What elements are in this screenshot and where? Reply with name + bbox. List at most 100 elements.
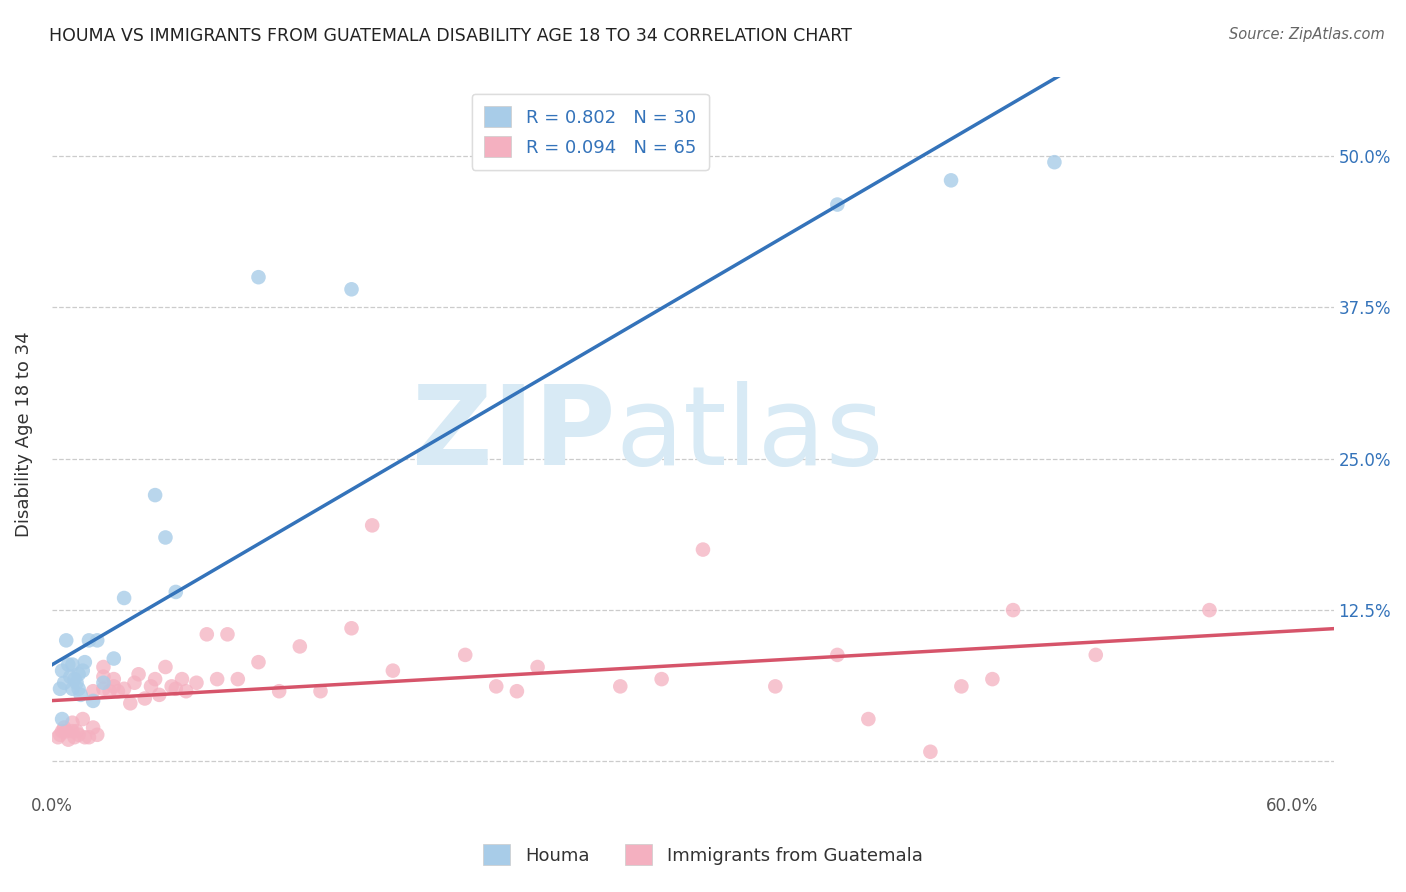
Point — [51, 664, 73, 678]
Point — [361, 518, 384, 533]
Point — [217, 627, 239, 641]
Point — [77, 730, 100, 744]
Point — [174, 684, 197, 698]
Point — [98, 684, 121, 698]
Y-axis label: Disability Age 18 to 34: Disability Age 18 to 34 — [15, 332, 32, 537]
Point — [651, 672, 673, 686]
Point — [205, 672, 228, 686]
Point — [53, 721, 76, 735]
Point — [112, 681, 135, 696]
Point — [124, 675, 146, 690]
Text: Source: ZipAtlas.com: Source: ZipAtlas.com — [1229, 27, 1385, 42]
Point — [128, 667, 150, 681]
Point — [73, 655, 96, 669]
Point — [72, 664, 94, 678]
Point — [226, 672, 249, 686]
Point — [692, 542, 714, 557]
Point — [920, 745, 942, 759]
Point — [195, 627, 218, 641]
Text: atlas: atlas — [616, 381, 884, 488]
Point — [93, 681, 115, 696]
Point — [82, 694, 104, 708]
Point — [49, 728, 72, 742]
Text: HOUMA VS IMMIGRANTS FROM GUATEMALA DISABILITY AGE 18 TO 34 CORRELATION CHART: HOUMA VS IMMIGRANTS FROM GUATEMALA DISAB… — [49, 27, 852, 45]
Point — [58, 657, 80, 672]
Point — [93, 670, 115, 684]
Point — [69, 688, 91, 702]
Point — [827, 648, 849, 662]
Point — [858, 712, 880, 726]
Point — [950, 679, 973, 693]
Point — [506, 684, 529, 698]
Point — [112, 591, 135, 605]
Legend: R = 0.802   N = 30, R = 0.094   N = 65: R = 0.802 N = 30, R = 0.094 N = 65 — [471, 94, 709, 169]
Point — [160, 679, 183, 693]
Point — [46, 730, 69, 744]
Point — [49, 681, 72, 696]
Point — [269, 684, 291, 698]
Point — [58, 732, 80, 747]
Point — [381, 664, 404, 678]
Point — [103, 679, 125, 693]
Legend: Houma, Immigrants from Guatemala: Houma, Immigrants from Guatemala — [477, 837, 929, 872]
Point — [1198, 603, 1220, 617]
Point — [86, 633, 108, 648]
Point — [609, 679, 631, 693]
Point — [63, 672, 86, 686]
Point — [51, 724, 73, 739]
Point — [165, 681, 187, 696]
Point — [62, 715, 84, 730]
Point — [67, 681, 90, 696]
Point — [120, 696, 142, 710]
Point — [763, 679, 786, 693]
Point — [186, 675, 208, 690]
Text: ZIP: ZIP — [412, 381, 616, 488]
Point — [526, 660, 548, 674]
Point — [340, 282, 363, 296]
Point — [103, 651, 125, 665]
Point — [939, 173, 962, 187]
Point — [309, 684, 332, 698]
Point — [247, 270, 270, 285]
Point — [65, 675, 87, 690]
Point — [86, 728, 108, 742]
Point — [139, 679, 162, 693]
Point — [340, 621, 363, 635]
Point — [82, 684, 104, 698]
Point — [51, 712, 73, 726]
Point — [143, 672, 166, 686]
Point — [103, 672, 125, 686]
Point — [485, 679, 508, 693]
Point — [62, 724, 84, 739]
Point — [107, 684, 129, 698]
Point — [143, 488, 166, 502]
Point — [981, 672, 1004, 686]
Point — [155, 660, 177, 674]
Point — [67, 667, 90, 681]
Point — [148, 688, 170, 702]
Point — [155, 531, 177, 545]
Point — [827, 197, 849, 211]
Point — [1002, 603, 1025, 617]
Point — [1084, 648, 1107, 662]
Point — [1043, 155, 1066, 169]
Point — [93, 675, 115, 690]
Point — [93, 660, 115, 674]
Point — [72, 712, 94, 726]
Point — [73, 730, 96, 744]
Point — [63, 730, 86, 744]
Point — [59, 670, 82, 684]
Point — [53, 675, 76, 690]
Point — [55, 633, 77, 648]
Point — [454, 648, 477, 662]
Point — [247, 655, 270, 669]
Point — [134, 691, 156, 706]
Point — [65, 724, 87, 739]
Point — [62, 657, 84, 672]
Point — [165, 585, 187, 599]
Point — [67, 728, 90, 742]
Point — [82, 721, 104, 735]
Point — [55, 724, 77, 739]
Point — [62, 681, 84, 696]
Point — [77, 633, 100, 648]
